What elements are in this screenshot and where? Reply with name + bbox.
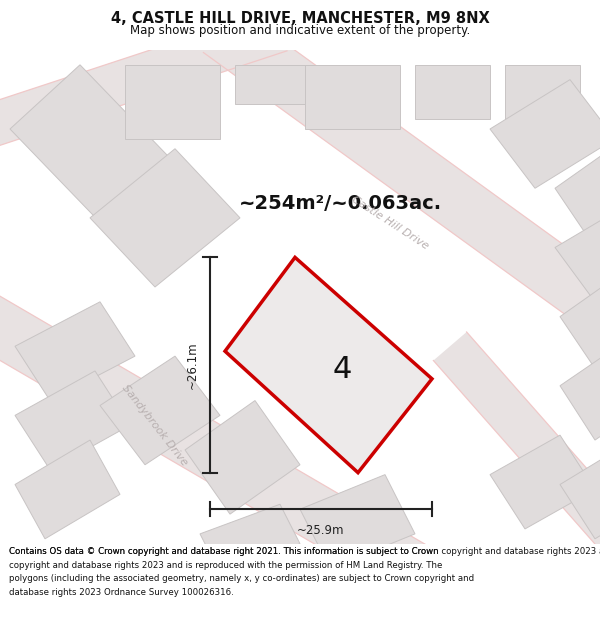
Text: Map shows position and indicative extent of the property.: Map shows position and indicative extent…: [130, 24, 470, 38]
Text: ~26.1m: ~26.1m: [185, 341, 199, 389]
Text: ~254m²/~0.063ac.: ~254m²/~0.063ac.: [238, 194, 442, 213]
Polygon shape: [10, 65, 180, 232]
Text: database rights 2023 Ordnance Survey 100026316.: database rights 2023 Ordnance Survey 100…: [9, 588, 234, 597]
Polygon shape: [305, 65, 400, 129]
Polygon shape: [203, 8, 600, 378]
Polygon shape: [90, 149, 240, 287]
Polygon shape: [560, 268, 600, 376]
Polygon shape: [433, 332, 600, 588]
Polygon shape: [125, 65, 220, 139]
Text: polygons (including the associated geometry, namely x, y co-ordinates) are subje: polygons (including the associated geome…: [9, 574, 474, 583]
Polygon shape: [555, 203, 600, 302]
Polygon shape: [0, 293, 434, 597]
Polygon shape: [415, 65, 490, 119]
Polygon shape: [200, 504, 300, 573]
Polygon shape: [490, 79, 600, 188]
Polygon shape: [560, 341, 600, 440]
Polygon shape: [300, 474, 415, 569]
Text: copyright and database rights 2023 and is reproduced with the permission of HM L: copyright and database rights 2023 and i…: [9, 561, 442, 569]
Polygon shape: [505, 65, 580, 119]
Polygon shape: [235, 65, 310, 104]
Text: Contains OS data © Crown copyright and database right 2021. This information is : Contains OS data © Crown copyright and d…: [9, 547, 600, 556]
Polygon shape: [490, 435, 595, 529]
Polygon shape: [200, 556, 600, 591]
Polygon shape: [560, 445, 600, 539]
Text: ~25.9m: ~25.9m: [297, 524, 345, 538]
Text: Sandybrook Drive: Sandybrook Drive: [121, 383, 190, 468]
Polygon shape: [0, 9, 287, 149]
Polygon shape: [100, 356, 220, 465]
Text: 4, CASTLE HILL DRIVE, MANCHESTER, M9 8NX: 4, CASTLE HILL DRIVE, MANCHESTER, M9 8NX: [110, 11, 490, 26]
Polygon shape: [225, 258, 432, 472]
Polygon shape: [15, 371, 130, 470]
Polygon shape: [185, 401, 300, 514]
Polygon shape: [555, 139, 600, 248]
Text: Castle Hill Drive: Castle Hill Drive: [350, 194, 430, 251]
Text: Contains OS data © Crown copyright and database right 2021. This information is : Contains OS data © Crown copyright and d…: [9, 547, 439, 556]
Polygon shape: [15, 302, 135, 401]
Text: 4: 4: [333, 356, 352, 384]
Polygon shape: [15, 440, 120, 539]
